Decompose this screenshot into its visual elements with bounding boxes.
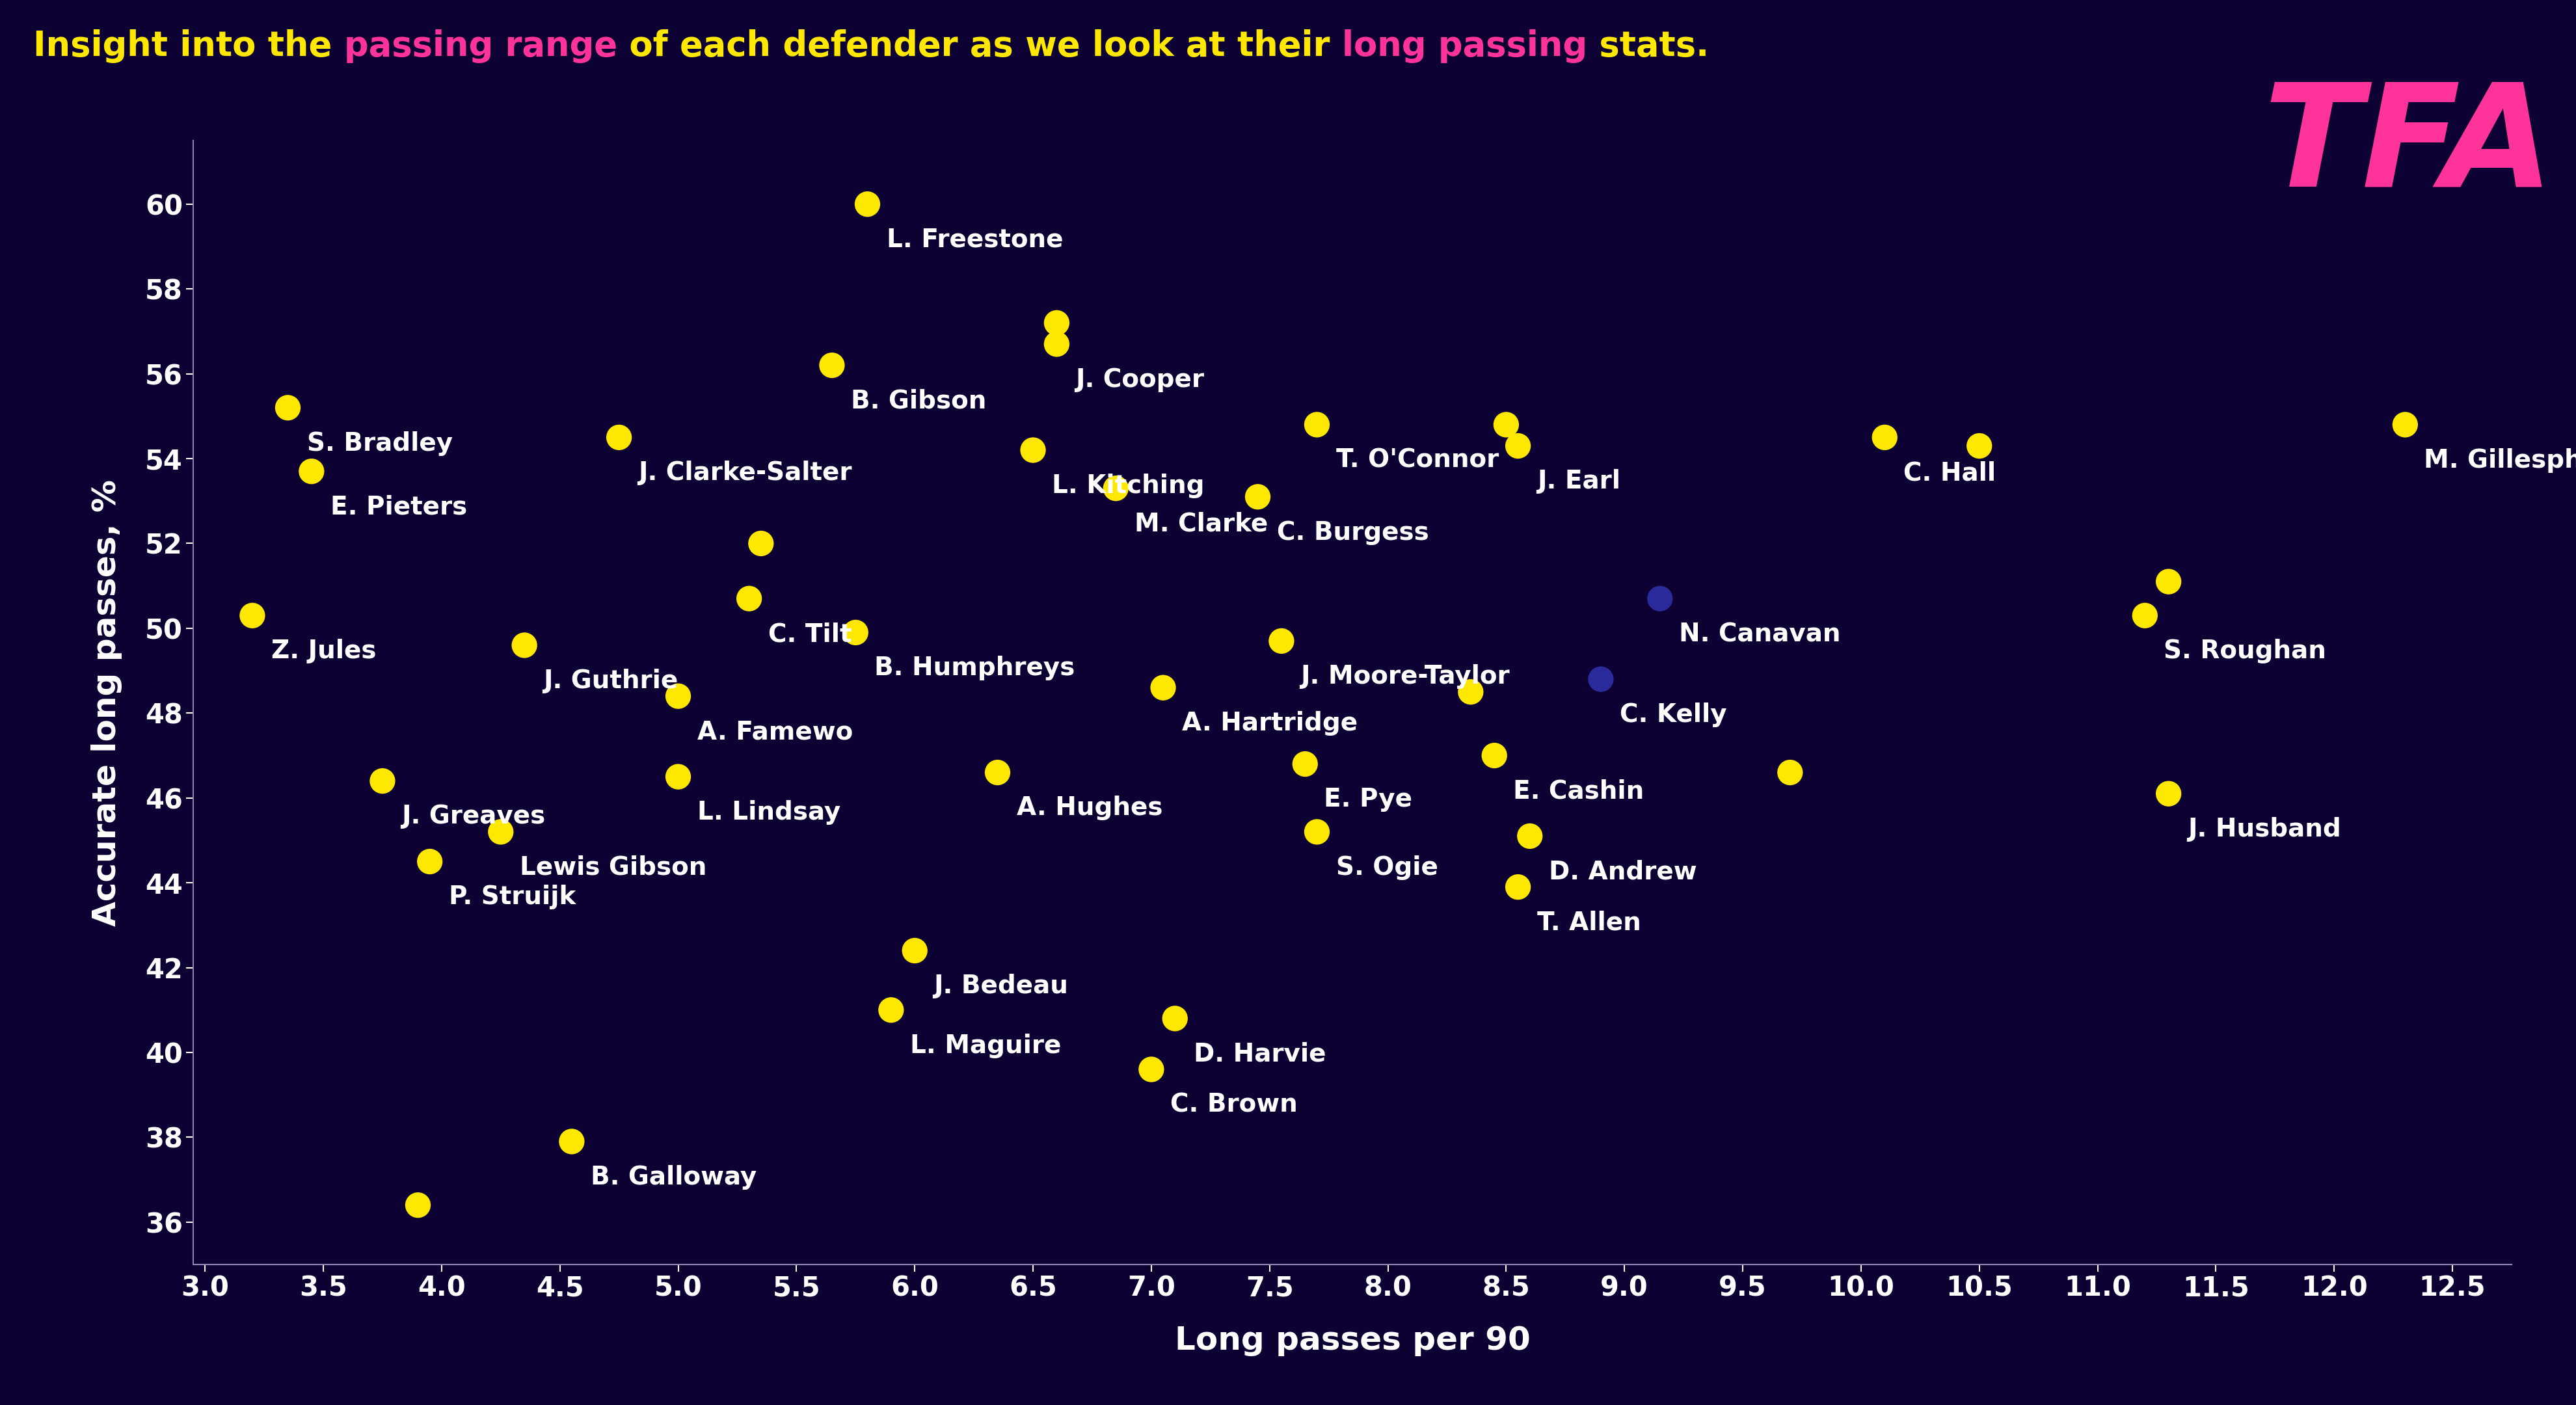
Point — [835, 621, 876, 643]
Text: S. Bradley: S. Bradley — [307, 431, 453, 455]
Text: A. Hughes: A. Hughes — [1018, 795, 1162, 821]
Text: E. Pye: E. Pye — [1324, 787, 1412, 812]
X-axis label: Long passes per 90: Long passes per 90 — [1175, 1325, 1530, 1356]
Point — [1154, 1007, 1195, 1030]
Text: J. Earl: J. Earl — [1538, 469, 1620, 495]
Point — [551, 1130, 592, 1152]
Point — [1095, 478, 1136, 500]
Text: B. Humphreys: B. Humphreys — [873, 656, 1074, 680]
Text: E. Cashin: E. Cashin — [1512, 778, 1643, 804]
Point — [2385, 413, 2427, 436]
Point — [361, 770, 402, 792]
Text: S. Roughan: S. Roughan — [2164, 639, 2326, 663]
Text: E. Pieters: E. Pieters — [330, 495, 466, 520]
Text: Insight into the: Insight into the — [33, 30, 345, 63]
Text: L. Freestone: L. Freestone — [886, 228, 1064, 251]
Point — [1036, 312, 1077, 334]
Point — [1473, 745, 1515, 767]
Point — [1012, 438, 1054, 461]
Point — [505, 634, 546, 656]
Point — [1260, 629, 1301, 652]
Text: T. Allen: T. Allen — [1538, 910, 1641, 936]
Text: TFA: TFA — [2264, 77, 2553, 216]
Text: D. Andrew: D. Andrew — [1548, 860, 1698, 884]
Point — [1131, 1058, 1172, 1080]
Text: A. Hartridge: A. Hartridge — [1182, 711, 1358, 736]
Text: M. Clarke: M. Clarke — [1136, 511, 1267, 537]
Point — [1296, 821, 1337, 843]
Text: J. Husband: J. Husband — [2187, 818, 2342, 842]
Point — [598, 426, 639, 448]
Text: C. Hall: C. Hall — [1904, 461, 1996, 486]
Point — [397, 1194, 438, 1217]
Point — [871, 999, 912, 1021]
Point — [1144, 676, 1185, 698]
Point — [729, 587, 770, 610]
Text: J. Greaves: J. Greaves — [402, 804, 546, 829]
Point — [739, 532, 781, 555]
Point — [1296, 413, 1337, 436]
Text: B. Galloway: B. Galloway — [590, 1165, 757, 1190]
Point — [2125, 604, 2166, 627]
Text: B. Gibson: B. Gibson — [850, 389, 987, 413]
Text: J. Bedeau: J. Bedeau — [933, 974, 1069, 999]
Point — [657, 766, 698, 788]
Text: T. O'Connor: T. O'Connor — [1337, 448, 1499, 472]
Y-axis label: Accurate long passes, %: Accurate long passes, % — [90, 479, 124, 926]
Text: J. Guthrie: J. Guthrie — [544, 669, 677, 693]
Text: L. Kitching: L. Kitching — [1051, 473, 1206, 499]
Point — [657, 684, 698, 707]
Text: long passing: long passing — [1342, 30, 1587, 63]
Text: N. Canavan: N. Canavan — [1680, 622, 1839, 646]
Point — [1450, 680, 1492, 702]
Point — [232, 604, 273, 627]
Point — [1285, 753, 1327, 776]
Point — [1497, 875, 1538, 898]
Point — [976, 762, 1018, 784]
Text: L. Lindsay: L. Lindsay — [698, 799, 840, 825]
Point — [1638, 587, 1680, 610]
Point — [894, 940, 935, 962]
Point — [1036, 333, 1077, 355]
Text: of each defender as we look at their: of each defender as we look at their — [618, 30, 1342, 63]
Point — [1486, 413, 1528, 436]
Text: L. Maguire: L. Maguire — [909, 1033, 1061, 1058]
Text: stats.: stats. — [1587, 30, 1708, 63]
Point — [2148, 570, 2190, 593]
Text: M. Gillesphey: M. Gillesphey — [2424, 448, 2576, 472]
Text: D. Harvie: D. Harvie — [1193, 1043, 1327, 1066]
Point — [1958, 434, 1999, 457]
Text: J. Clarke-Salter: J. Clarke-Salter — [639, 461, 853, 486]
Point — [291, 459, 332, 482]
Point — [410, 850, 451, 873]
Point — [1865, 426, 1906, 448]
Point — [848, 192, 889, 215]
Point — [479, 821, 520, 843]
Point — [1770, 762, 1811, 784]
Text: C. Burgess: C. Burgess — [1278, 520, 1430, 545]
Text: P. Struijk: P. Struijk — [448, 885, 574, 909]
Point — [268, 396, 309, 419]
Text: C. Brown: C. Brown — [1170, 1093, 1298, 1117]
Point — [811, 354, 853, 377]
Point — [1510, 825, 1551, 847]
Text: A. Famewo: A. Famewo — [698, 719, 853, 745]
Text: passing range: passing range — [345, 30, 618, 63]
Text: S. Ogie: S. Ogie — [1337, 856, 1437, 880]
Text: C. Kelly: C. Kelly — [1620, 702, 1726, 728]
Text: J. Moore-Taylor: J. Moore-Taylor — [1301, 665, 1510, 688]
Point — [1236, 486, 1278, 509]
Point — [1579, 667, 1620, 690]
Point — [1497, 434, 1538, 457]
Text: Lewis Gibson: Lewis Gibson — [520, 856, 706, 880]
Text: C. Tilt: C. Tilt — [768, 622, 853, 646]
Text: Z. Jules: Z. Jules — [270, 639, 376, 663]
Text: J. Cooper: J. Cooper — [1077, 368, 1206, 392]
Point — [2148, 783, 2190, 805]
